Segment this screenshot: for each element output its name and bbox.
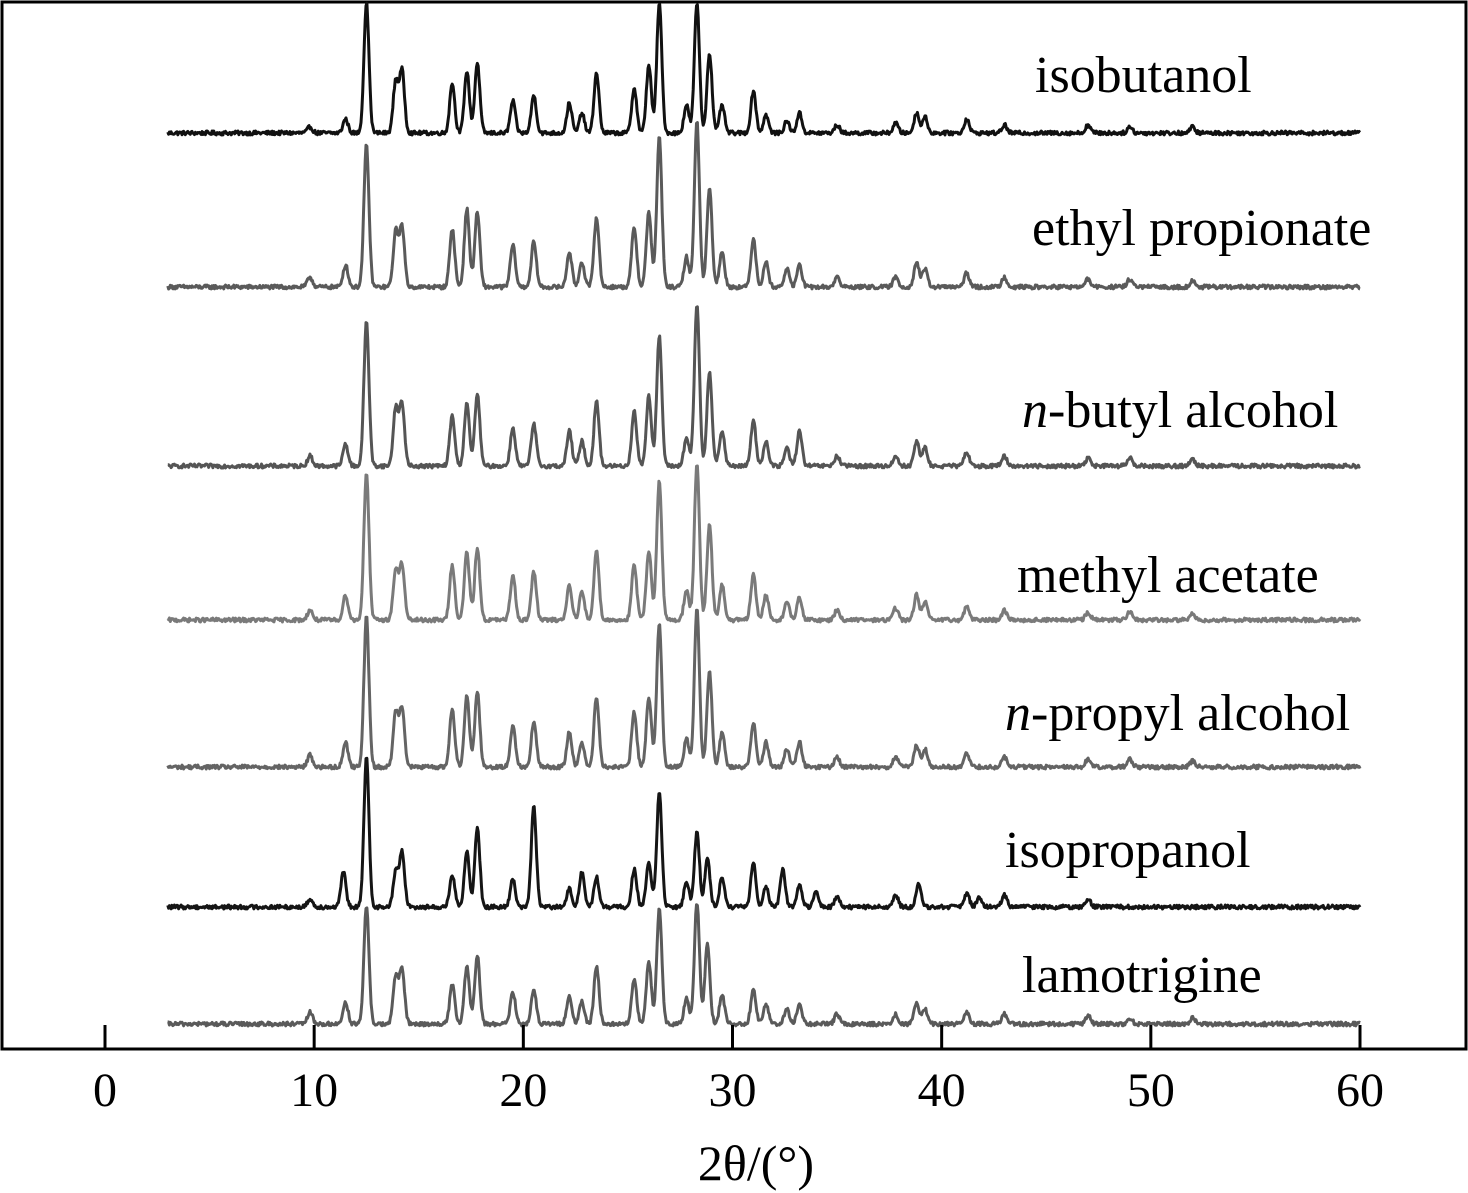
series-label-lamotrigine: lamotrigine xyxy=(1022,947,1262,1004)
series-line-lamotrigine xyxy=(167,903,1361,1028)
series-line-methyl-acetate xyxy=(166,464,1362,624)
series-label-methyl-acetate: methyl acetate xyxy=(1017,547,1319,604)
series-label-ethyl-propionate: ethyl propionate xyxy=(1032,200,1371,257)
series-line-isobutanol xyxy=(166,1,1362,137)
x-tick-label: 0 xyxy=(93,1064,117,1117)
series-label-n-propyl-alcohol: n-propyl alcohol xyxy=(1005,685,1350,742)
series-line-isopropanol xyxy=(166,756,1362,911)
x-axis-label: 2θ/(°) xyxy=(698,1135,814,1191)
series-label-isobutanol: isobutanol xyxy=(1035,47,1252,104)
x-tick-label: 40 xyxy=(918,1064,966,1117)
series-labels: isobutanol ethyl propionate n-butyl alcoho… xyxy=(1005,47,1371,1004)
x-tick-label: 30 xyxy=(709,1064,757,1117)
series-label-n-butyl-alcohol: n-butyl alcohol xyxy=(1022,382,1338,439)
series-line-ethyl-propionate xyxy=(166,121,1361,291)
x-tick-label: 20 xyxy=(499,1064,547,1117)
series-traces xyxy=(166,1,1362,1028)
series-label-isopropanol: isopropanol xyxy=(1005,822,1251,879)
series-line-n-propyl-alcohol xyxy=(166,608,1362,771)
x-tick-label: 60 xyxy=(1336,1064,1384,1117)
x-tick-label: 10 xyxy=(290,1064,338,1117)
series-line-n-butyl-alcohol xyxy=(167,305,1361,470)
x-axis-ticks: 0 10 20 30 40 50 60 xyxy=(93,1025,1384,1117)
plot-frame xyxy=(0,0,1468,1051)
x-tick-label: 50 xyxy=(1127,1064,1175,1117)
